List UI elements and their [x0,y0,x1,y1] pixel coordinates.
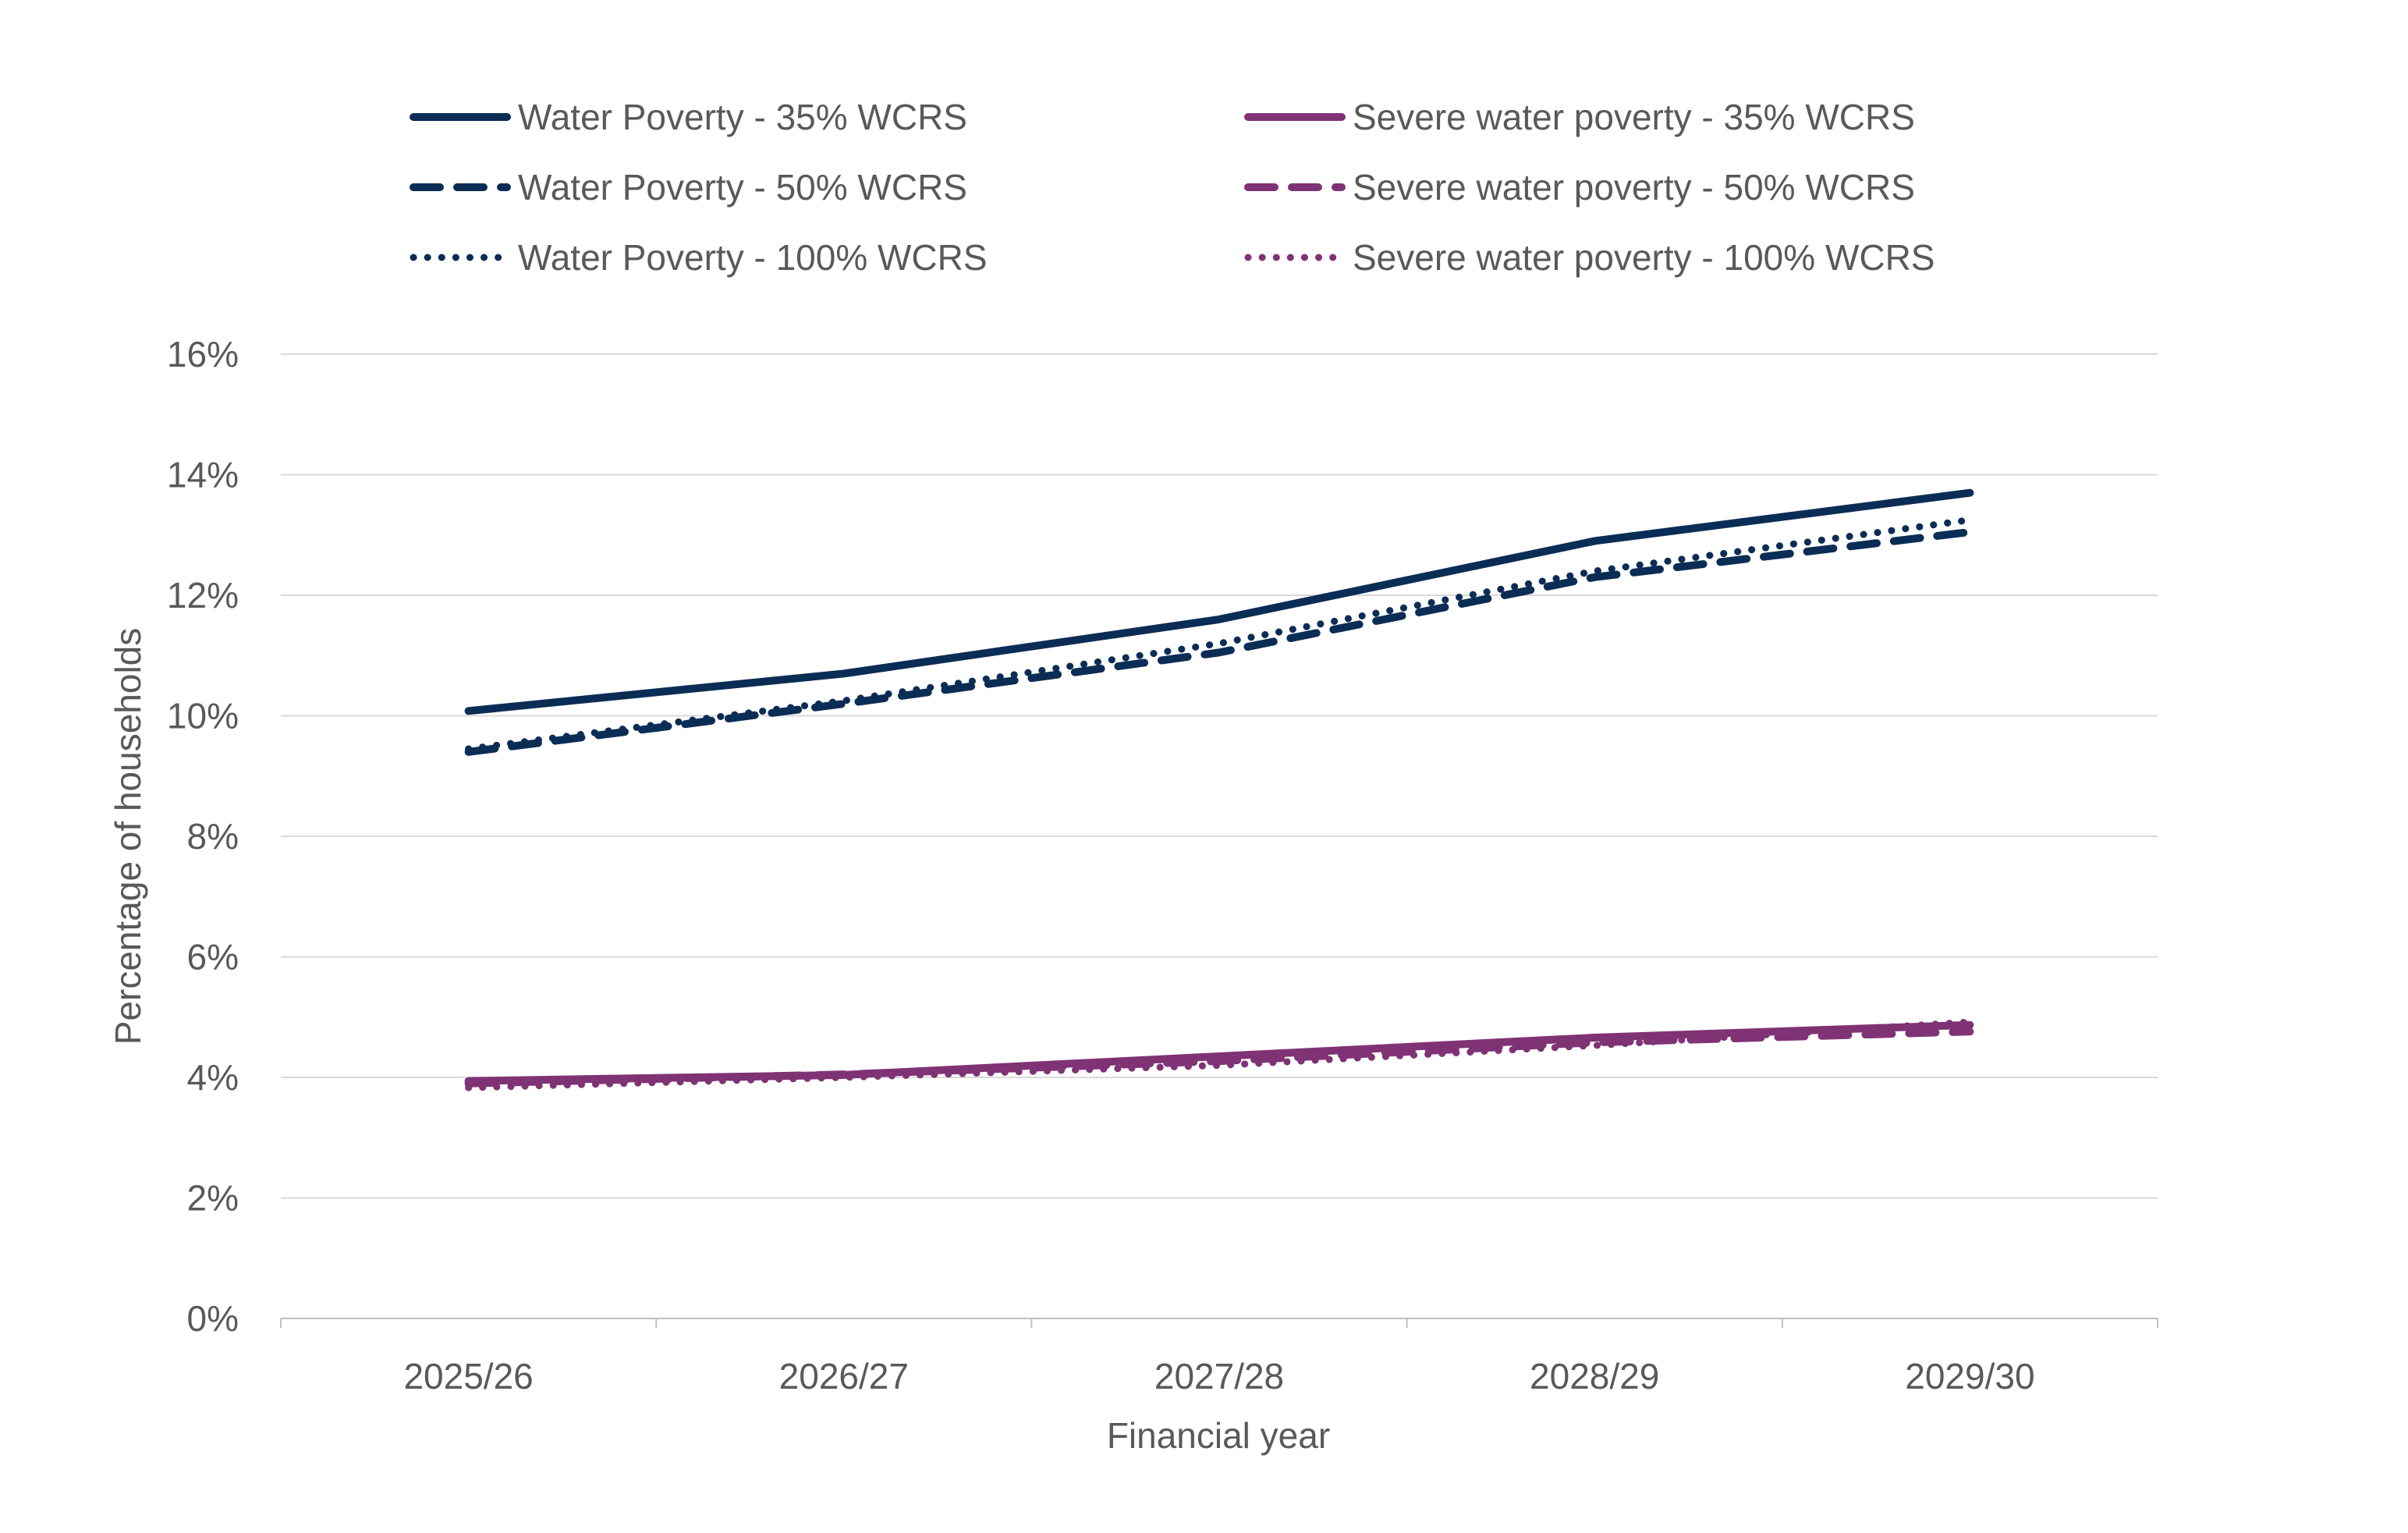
x-axis: 2025/26 2026/27 2027/28 2028/29 2029/30 [281,1318,2158,1396]
legend-label: Severe water poverty - 50% WCRS [1353,167,1915,208]
legend-label: Severe water poverty - 35% WCRS [1353,97,1915,137]
y-tick-label: 0% [187,1298,239,1339]
series-line-5 [469,1031,1970,1083]
y-tick-label: 12% [167,575,239,616]
legend-label: Water Poverty - 100% WCRS [518,237,988,278]
legend-label: Severe water poverty - 100% WCRS [1353,237,1935,278]
y-tick-label: 8% [187,816,239,857]
x-tick-label: 2025/26 [403,1356,533,1396]
x-tick-label: 2029/30 [1905,1356,2034,1396]
series-lines [469,493,1970,1088]
legend: Water Poverty - 35% WCRS Water Poverty - … [413,97,1935,278]
y-tick-label: 10% [167,696,239,736]
y-tick-label: 16% [167,334,239,374]
y-axis-title: Percentage of households [108,628,148,1045]
y-tick-label: 2% [187,1178,239,1219]
x-axis-title: Financial year [1107,1415,1330,1456]
legend-label: Water Poverty - 50% WCRS [518,167,967,208]
y-tick-label: 6% [187,937,239,978]
y-axis-ticks: 0% 2% 4% 6% 8% 10% 12% 14% 16% [167,334,239,1339]
x-tick-label: 2027/28 [1154,1356,1284,1396]
y-tick-label: 14% [167,455,239,495]
series-line-1 [469,493,1970,711]
y-tick-label: 4% [187,1057,239,1098]
gridlines [281,354,2158,1198]
legend-label: Water Poverty - 35% WCRS [518,97,967,137]
series-line-3 [469,520,1970,749]
x-tick-label: 2026/27 [779,1356,909,1396]
x-tick-label: 2028/29 [1530,1356,1659,1396]
series-line-4 [469,1025,1970,1081]
